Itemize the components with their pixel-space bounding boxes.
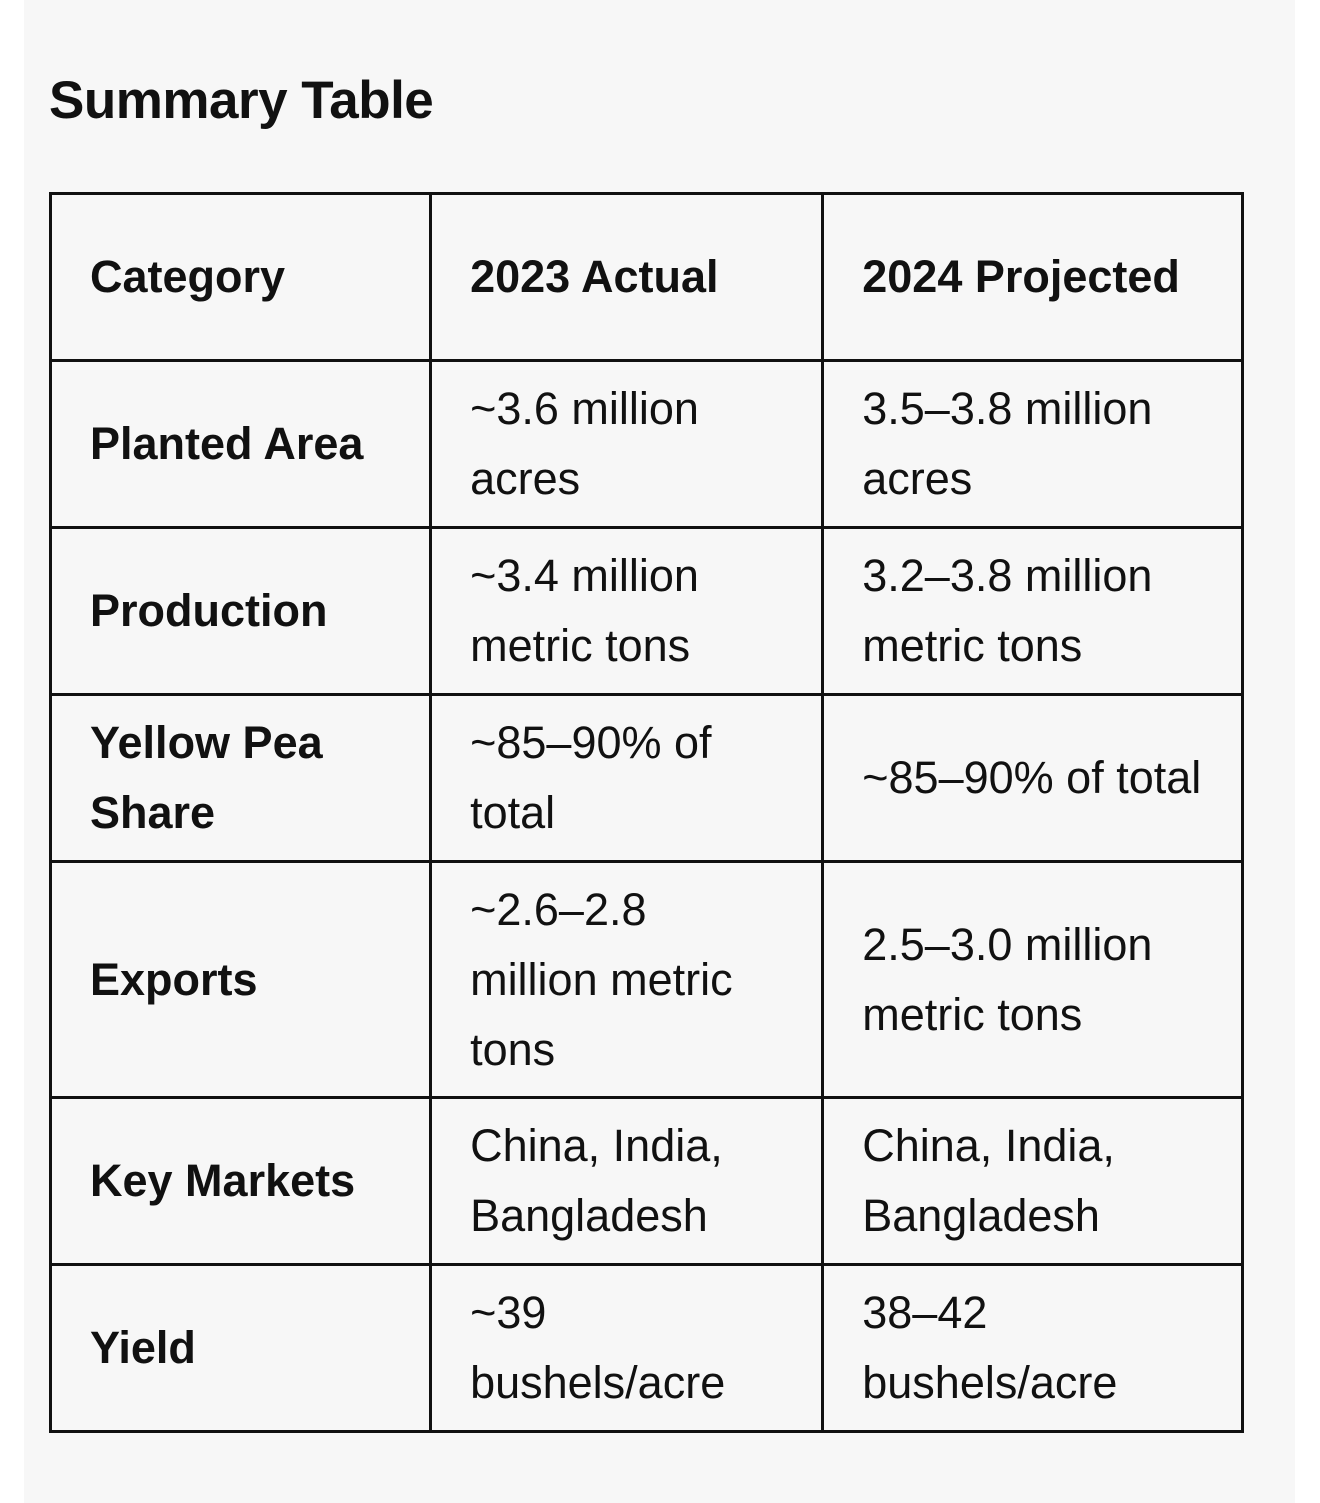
- header-2024-projected: 2024 Projected: [821, 192, 1244, 362]
- category-cell: Key Markets: [48, 1096, 433, 1266]
- projected-2024-cell: 3.2–3.8 million metric tons: [821, 526, 1244, 696]
- table-row: Yellow Pea Share ~85–90% of total ~85–90…: [48, 693, 1244, 863]
- projected-2024-cell: China, India, Bangladesh: [821, 1096, 1244, 1266]
- projected-2024-cell: 38–42 bushels/acre: [821, 1263, 1244, 1433]
- category-cell: Production: [48, 526, 433, 696]
- category-cell: Planted Area: [48, 359, 433, 529]
- projected-2024-cell: 2.5–3.0 million metric tons: [821, 860, 1244, 1099]
- header-2023-actual: 2023 Actual: [429, 192, 825, 362]
- table-row: Production ~3.4 million metric tons 3.2–…: [48, 526, 1244, 696]
- actual-2023-cell: ~3.4 million metric tons: [429, 526, 825, 696]
- section-title: Summary Table: [49, 71, 434, 130]
- header-category: Category: [48, 192, 433, 362]
- projected-2024-cell: 3.5–3.8 million acres: [821, 359, 1244, 529]
- actual-2023-cell: ~39 bushels/acre: [429, 1263, 825, 1433]
- projected-2024-cell: ~85–90% of total: [821, 693, 1244, 863]
- actual-2023-cell: China, India, Bangladesh: [429, 1096, 825, 1266]
- category-cell: Exports: [48, 860, 433, 1099]
- table-row: Planted Area ~3.6 million acres 3.5–3.8 …: [48, 359, 1244, 529]
- actual-2023-cell: ~2.6–2.8 million metric tons: [429, 860, 825, 1099]
- actual-2023-cell: ~85–90% of total: [429, 693, 825, 863]
- category-cell: Yellow Pea Share: [48, 693, 433, 863]
- category-cell: Yield: [48, 1263, 433, 1433]
- table-header-row: Category 2023 Actual 2024 Projected: [48, 192, 1244, 362]
- table-row: Exports ~2.6–2.8 million metric tons 2.5…: [48, 860, 1244, 1099]
- actual-2023-cell: ~3.6 million acres: [429, 359, 825, 529]
- summary-table: Category 2023 Actual 2024 Projected Plan…: [48, 192, 1244, 1433]
- table-row: Key Markets China, India, Bangladesh Chi…: [48, 1096, 1244, 1266]
- table-row: Yield ~39 bushels/acre 38–42 bushels/acr…: [48, 1263, 1244, 1433]
